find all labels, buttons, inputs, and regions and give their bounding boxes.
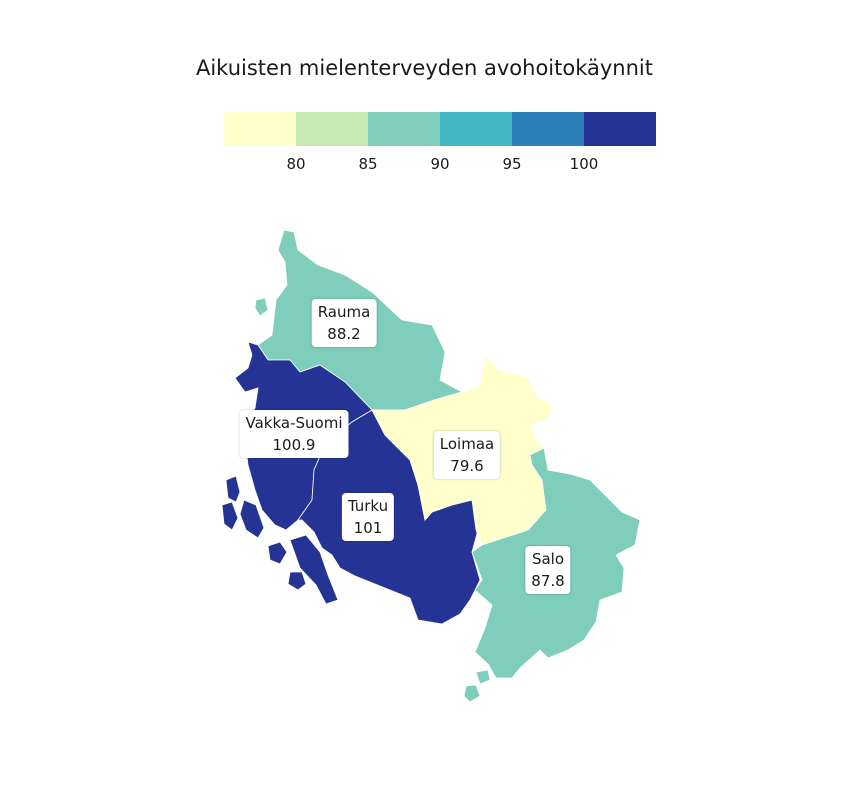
label-rauma: Rauma 88.2 [311, 299, 377, 347]
legend-swatch-3 [368, 112, 440, 146]
label-vakka-suomi: Vakka-Suomi 100.9 [239, 410, 349, 458]
legend-swatch-4 [440, 112, 512, 146]
legend-tick-80: 80 [286, 155, 306, 173]
label-turku: Turku 101 [341, 493, 395, 541]
map-title: Aikuisten mielenterveyden avohoitokäynni… [195, 56, 653, 80]
legend-tick-100: 100 [569, 155, 599, 173]
label-rauma-name: Rauma [317, 303, 371, 321]
label-turku-name: Turku [347, 497, 389, 515]
label-rauma-value: 88.2 [327, 325, 361, 343]
legend-swatch-2 [296, 112, 368, 146]
legend-swatch-6 [584, 112, 656, 146]
label-vakka-suomi-value: 100.9 [272, 436, 316, 454]
legend-tick-85: 85 [358, 155, 378, 173]
legend-swatch-1 [224, 112, 296, 146]
legend-tick-95: 95 [502, 155, 522, 173]
label-turku-value: 101 [353, 519, 383, 537]
label-loimaa-name: Loimaa [439, 435, 495, 453]
label-loimaa-value: 79.6 [450, 457, 484, 475]
legend-swatch-5 [512, 112, 584, 146]
label-vakka-suomi-name: Vakka-Suomi [245, 414, 343, 432]
label-salo: Salo 87.8 [525, 546, 571, 594]
label-salo-name: Salo [531, 550, 565, 568]
legend-tick-90: 90 [430, 155, 450, 173]
label-salo-value: 87.8 [531, 572, 565, 590]
label-loimaa: Loimaa 79.6 [433, 431, 501, 479]
